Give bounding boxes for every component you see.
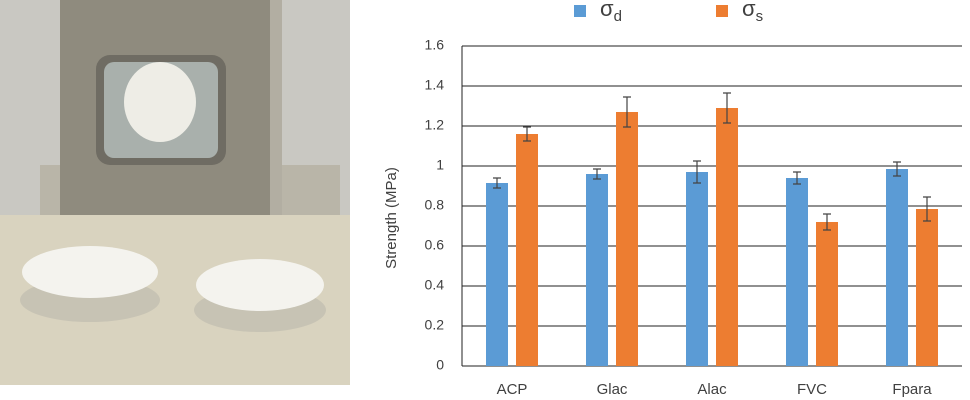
legend-label: σs bbox=[742, 0, 763, 25]
bar bbox=[486, 183, 508, 366]
bar bbox=[586, 174, 608, 366]
y-tick-label: 0.2 bbox=[425, 317, 445, 333]
x-tick-label: ACP bbox=[497, 381, 528, 398]
legend-swatch bbox=[716, 5, 728, 17]
y-tick-label: 0.4 bbox=[425, 277, 445, 293]
y-tick-label: 1.6 bbox=[425, 37, 445, 53]
bar bbox=[786, 178, 808, 366]
error-bar bbox=[693, 160, 701, 184]
error-bar bbox=[723, 92, 731, 124]
y-tick-label: 0.8 bbox=[425, 197, 445, 213]
error-bar bbox=[823, 213, 831, 231]
bar bbox=[716, 108, 738, 366]
error-bar bbox=[893, 161, 901, 177]
bar bbox=[886, 169, 908, 366]
y-tick-label: 1 bbox=[436, 157, 444, 173]
x-tick-label: Fpara bbox=[892, 381, 932, 398]
x-tick-label: Alac bbox=[697, 381, 727, 398]
error-bar bbox=[493, 177, 501, 189]
error-bar bbox=[593, 168, 601, 180]
y-tick-label: 1.2 bbox=[425, 117, 445, 133]
bar bbox=[686, 172, 708, 366]
y-tick-label: 0 bbox=[436, 357, 444, 373]
legend-label: σd bbox=[600, 0, 622, 25]
photo-disc bbox=[124, 62, 196, 142]
bar bbox=[916, 209, 938, 366]
photo bbox=[0, 0, 350, 385]
legend-swatch bbox=[574, 5, 586, 17]
photo-pellet bbox=[22, 246, 158, 298]
photo-pellet bbox=[196, 259, 324, 311]
bar bbox=[616, 112, 638, 366]
error-bar bbox=[923, 196, 931, 222]
error-bar bbox=[523, 126, 531, 142]
x-tick-label: Glac bbox=[597, 381, 628, 398]
y-axis-label: Strength (MPa) bbox=[383, 167, 400, 269]
photo-edge bbox=[270, 0, 282, 215]
x-tick-label: FVC bbox=[797, 381, 827, 398]
bar bbox=[516, 134, 538, 366]
y-tick-label: 0.6 bbox=[425, 237, 445, 253]
error-bar bbox=[793, 171, 801, 185]
error-bar bbox=[623, 96, 631, 128]
y-tick-label: 1.4 bbox=[425, 77, 445, 93]
bar bbox=[816, 222, 838, 366]
